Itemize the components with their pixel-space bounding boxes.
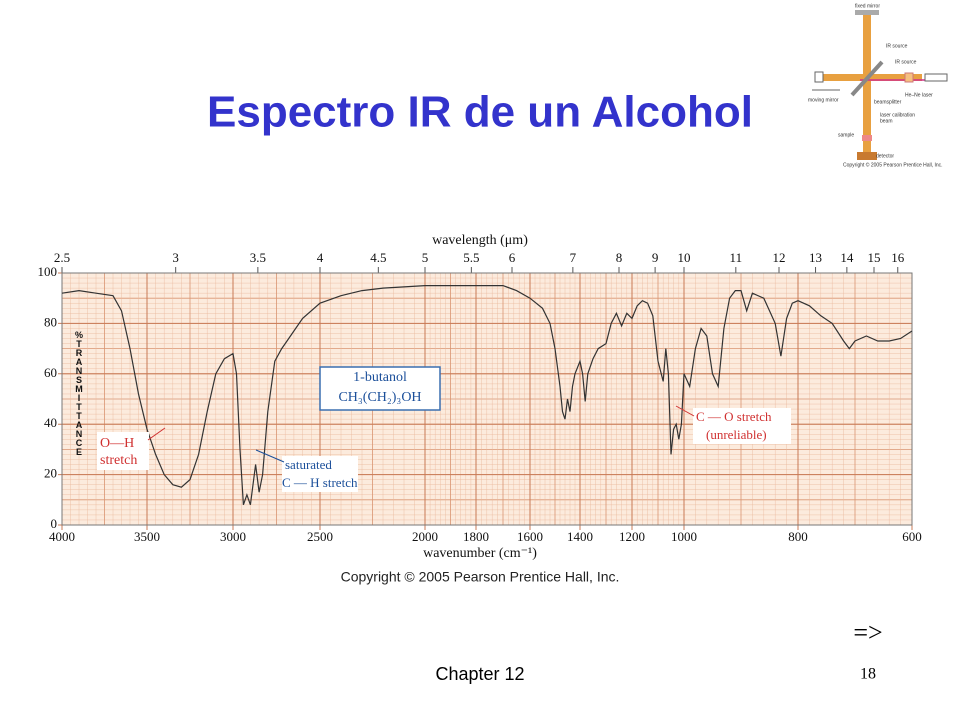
x-axis-label: wavenumber (cm⁻¹) bbox=[423, 546, 537, 561]
copyright: Copyright © 2005 Pearson Prentice Hall, … bbox=[341, 569, 620, 585]
moving-mirror bbox=[814, 71, 824, 83]
x2-tick-label: 4.5 bbox=[370, 250, 386, 265]
x-tick-label: 2500 bbox=[307, 529, 333, 544]
x-tick-label: 2000 bbox=[412, 529, 438, 544]
x-tick-label: 3500 bbox=[134, 529, 160, 544]
annotation: saturated bbox=[285, 457, 332, 472]
diagram-label: beamsplitter bbox=[874, 99, 902, 105]
beamsplitter bbox=[850, 60, 884, 97]
annotation-leader bbox=[675, 405, 695, 417]
footer: Chapter 12 bbox=[435, 664, 524, 684]
x-tick-label: 1000 bbox=[671, 529, 697, 544]
diagram-label: IR source bbox=[886, 43, 908, 49]
diagram-label: laser calibration bbox=[880, 112, 915, 118]
next-arrow[interactable]: => bbox=[853, 618, 882, 647]
annotation: C — H stretch bbox=[282, 475, 358, 490]
x2-tick-label: 12 bbox=[773, 250, 786, 265]
y-tick-label: 60 bbox=[44, 365, 57, 380]
x2-tick-label: 4 bbox=[317, 250, 324, 265]
x-tick-label: 800 bbox=[788, 529, 808, 544]
diagram-label: He–Ne laser bbox=[905, 92, 933, 98]
x2-tick-label: 13 bbox=[809, 250, 822, 265]
x-tick-label: 1800 bbox=[463, 529, 489, 544]
x2-tick-label: 3 bbox=[172, 250, 179, 265]
x2-tick-label: 8 bbox=[616, 250, 623, 265]
spectrum-line bbox=[61, 285, 913, 505]
annotation-box bbox=[282, 456, 358, 492]
x2-tick-label: 14 bbox=[840, 250, 854, 265]
diagram-label: IR source bbox=[895, 59, 917, 65]
annotation-box bbox=[319, 366, 441, 411]
x2-tick-label: 5.5 bbox=[463, 250, 479, 265]
annotation: 1-butanol bbox=[353, 370, 407, 385]
y-tick-label: 100 bbox=[38, 264, 58, 279]
annotation-box bbox=[97, 432, 149, 470]
diagram-label: fixed mirror bbox=[855, 3, 880, 9]
x2-tick-label: 2.5 bbox=[54, 250, 70, 265]
y-tick-label: 80 bbox=[44, 314, 57, 329]
y-tick-label: 40 bbox=[44, 415, 57, 430]
x-tick-label: 1400 bbox=[567, 529, 593, 544]
y-axis-label: %TRANSMITTANCE bbox=[74, 330, 84, 456]
laser bbox=[924, 73, 948, 82]
beam-horizontal bbox=[822, 74, 922, 81]
x-tick-label: 1600 bbox=[517, 529, 543, 544]
plot-frame bbox=[61, 272, 913, 526]
diagram-label: Copyright © 2005 Pearson Prentice Hall, … bbox=[843, 161, 943, 168]
chart: 4000 3500 3000 2500 2000 1800 1600 1400 1200 1000… bbox=[38, 233, 922, 561]
x2-tick-label: 5 bbox=[422, 250, 429, 265]
x2-tick-label: 3.5 bbox=[250, 250, 266, 265]
annotation-leader bbox=[147, 427, 166, 441]
beam-vertical bbox=[863, 12, 871, 160]
diagram-label: beam bbox=[880, 118, 893, 124]
diagram-label: detector bbox=[876, 153, 894, 159]
y-tick-label: 20 bbox=[44, 466, 57, 481]
x2-tick-label: 6 bbox=[509, 250, 516, 265]
annotation: (unreliable) bbox=[706, 427, 767, 442]
x-tick-label: 1200 bbox=[619, 529, 645, 544]
ir-source bbox=[904, 72, 914, 83]
annotation-leader bbox=[255, 449, 285, 463]
y-tick-label: 0 bbox=[51, 516, 58, 531]
x2-tick-label: 7 bbox=[570, 250, 577, 265]
annotation: C — O stretch bbox=[696, 409, 772, 424]
x2-axis-label: wavelength (μm) bbox=[432, 233, 528, 248]
page-number: 18 bbox=[860, 666, 876, 683]
interferometer-diagram: fixed mirror IR source IR source He–Ne l… bbox=[808, 3, 948, 168]
detector bbox=[857, 152, 877, 160]
sample bbox=[862, 135, 872, 141]
annotation: O—H bbox=[100, 436, 134, 451]
diagram-label: moving mirror bbox=[808, 97, 839, 103]
x2-tick-label: 16 bbox=[891, 250, 905, 265]
x-tick-label: 600 bbox=[902, 529, 922, 544]
x2-tick-label: 10 bbox=[678, 250, 691, 265]
x2-tick-label: 9 bbox=[652, 250, 659, 265]
x2-tick-label: 11 bbox=[730, 250, 743, 265]
x2-tick-label: 15 bbox=[868, 250, 881, 265]
fixed-mirror bbox=[855, 10, 879, 15]
annotation-box bbox=[693, 408, 791, 444]
annotation: stretch bbox=[100, 453, 137, 468]
diagram-label: sample bbox=[838, 132, 854, 138]
annotation: CH₃(CH₂)₃OH bbox=[338, 390, 421, 405]
x-tick-label: 3000 bbox=[220, 529, 246, 544]
slide-title: Espectro IR de un Alcohol bbox=[207, 88, 753, 137]
x-tick-label: 4000 bbox=[49, 529, 75, 544]
